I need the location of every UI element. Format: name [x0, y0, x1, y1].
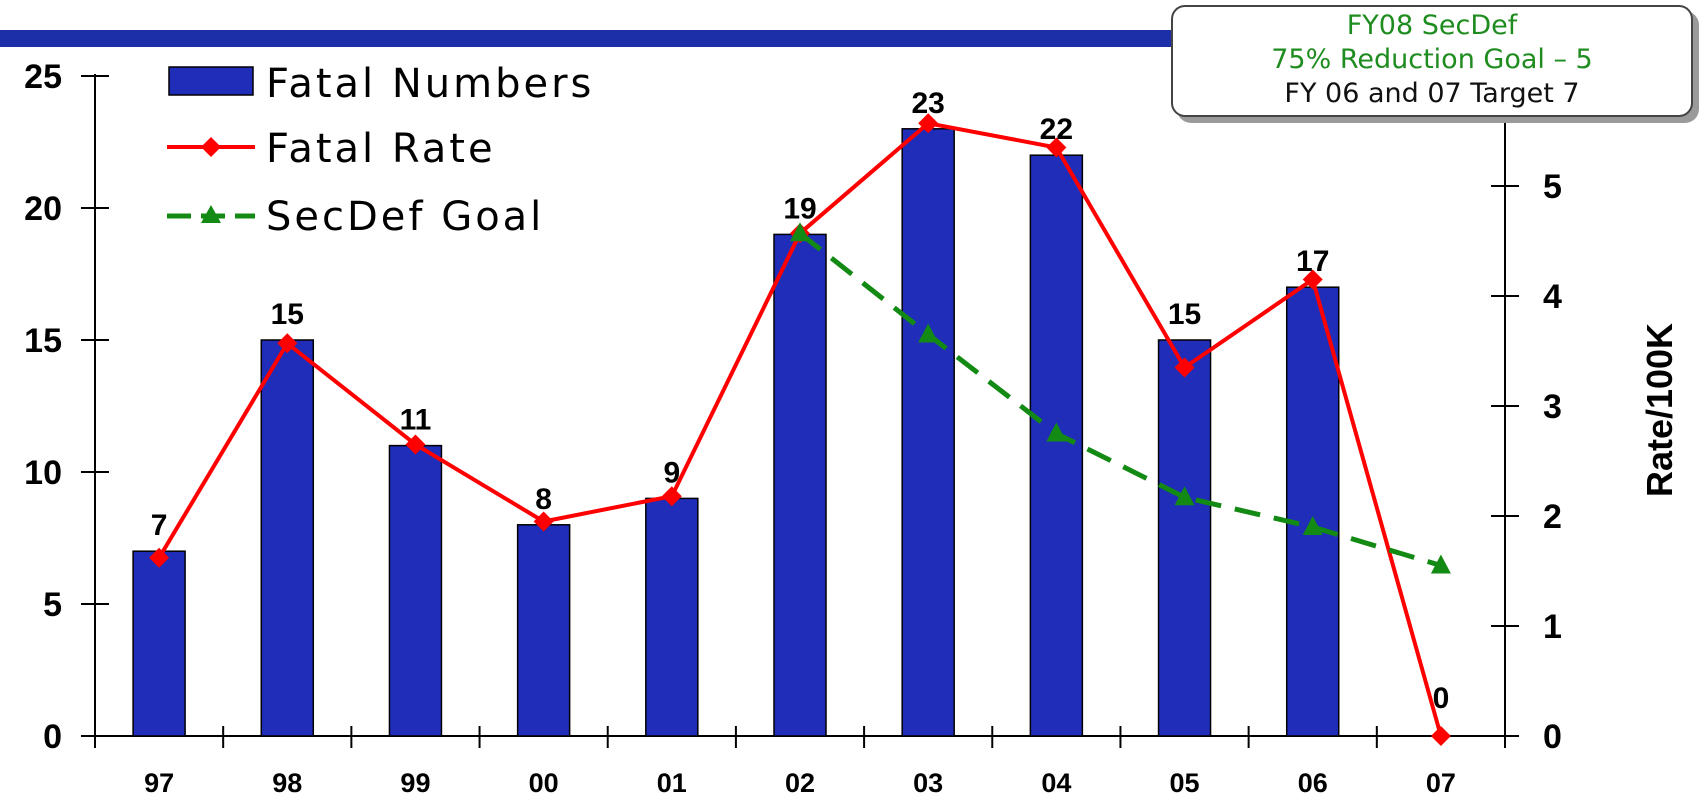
data-label: 9	[663, 456, 680, 489]
fatal-rate-point	[1430, 726, 1451, 746]
fatal-rate-point	[149, 547, 170, 568]
data-label: 17	[1296, 245, 1329, 278]
bar	[645, 497, 699, 737]
data-label: 23	[911, 87, 944, 120]
x-tick-label: 00	[529, 768, 559, 797]
secdef-goal-point	[1046, 422, 1067, 442]
y-tick-label: 0	[43, 718, 62, 756]
data-label: 0	[1433, 682, 1450, 715]
y-tick-label: 15	[24, 322, 62, 360]
fatal-rate-point	[405, 434, 426, 455]
header-bar	[0, 30, 1200, 47]
secdef-goal-line	[798, 231, 1442, 568]
secdef-goal-point	[918, 323, 939, 343]
y2-tick-label: 1	[1543, 608, 1562, 646]
data-label: 19	[783, 192, 816, 225]
x-tick-label: 05	[1170, 768, 1200, 797]
data-label: 22	[1040, 113, 1073, 146]
legend-marker-fatal-rate	[201, 137, 221, 157]
bar	[260, 339, 315, 737]
data-label: 15	[1168, 298, 1201, 331]
x-tick-label: 03	[913, 768, 943, 797]
bar	[1157, 339, 1212, 737]
data-label: 15	[271, 298, 304, 331]
x-tick-label: 98	[272, 768, 302, 797]
goal-annotation-box: FY08 SecDef 75% Reduction Goal – 5 FY 06…	[1171, 5, 1693, 117]
series-lines	[149, 113, 1451, 746]
fatal-rate-point	[1302, 269, 1323, 290]
y2-tick-label: 3	[1543, 388, 1562, 426]
y-tick-label: 20	[24, 190, 62, 228]
x-tick-label: 99	[400, 768, 430, 797]
data-label: 8	[535, 483, 552, 516]
fatal-rate-point	[533, 511, 554, 532]
annotation-line-2: 75% Reduction Goal – 5	[1271, 44, 1593, 75]
fatal-rate-point	[1046, 137, 1067, 158]
bar	[901, 128, 955, 737]
data-labels: 7 15 11 8 9 19 23 22 15 17 0	[151, 87, 1450, 715]
x-tick-label: 02	[785, 768, 815, 797]
fatal-rate-point	[1174, 357, 1195, 378]
bar	[516, 524, 571, 737]
legend-label-secdef-goal: SecDef Goal	[266, 194, 544, 240]
bar	[773, 233, 827, 737]
annotation-line-3: FY 06 and 07 Target 7	[1284, 78, 1580, 109]
y2-tick-label: 2	[1543, 498, 1562, 536]
y-tick-label: 5	[43, 586, 62, 624]
fatal-rate-point	[277, 333, 298, 354]
secdef-goal-point	[1430, 554, 1451, 574]
x-tick-label: 97	[144, 768, 174, 797]
bar	[1285, 286, 1340, 737]
annotation-line-1: FY08 SecDef	[1346, 10, 1518, 41]
y2-tick-label: 0	[1543, 718, 1562, 756]
secdef-goal-point	[1302, 516, 1323, 535]
x-tick-label: 06	[1298, 768, 1328, 797]
legend-marker-secdef-goal	[201, 205, 221, 223]
legend-label-fatal-numbers: Fatal Numbers	[266, 61, 594, 107]
legend-swatch-fatal-numbers	[168, 66, 254, 96]
secdef-goal-point	[790, 222, 810, 242]
data-label: 11	[400, 404, 432, 437]
legend: Fatal Numbers Fatal Rate SecDef Goal	[167, 61, 594, 240]
y2-axis-title: Rate/100K	[1639, 323, 1680, 497]
y-tick-label: 10	[24, 454, 62, 492]
y-tick-label: 25	[24, 58, 62, 96]
y2-tick-label: 5	[1543, 168, 1562, 206]
y2-tick-label: 4	[1543, 278, 1562, 316]
x-tick-label: 01	[657, 768, 687, 797]
data-label: 7	[151, 509, 168, 542]
fatal-rate-point	[918, 113, 939, 134]
legend-label-fatal-rate: Fatal Rate	[266, 126, 496, 172]
secdef-goal-point	[1174, 486, 1195, 506]
bar	[132, 550, 186, 737]
bar	[1029, 154, 1084, 737]
bar	[388, 444, 443, 737]
x-tick-label: 07	[1426, 768, 1456, 797]
x-tick-label: 04	[1041, 768, 1071, 797]
fatal-rate-point	[661, 486, 682, 507]
